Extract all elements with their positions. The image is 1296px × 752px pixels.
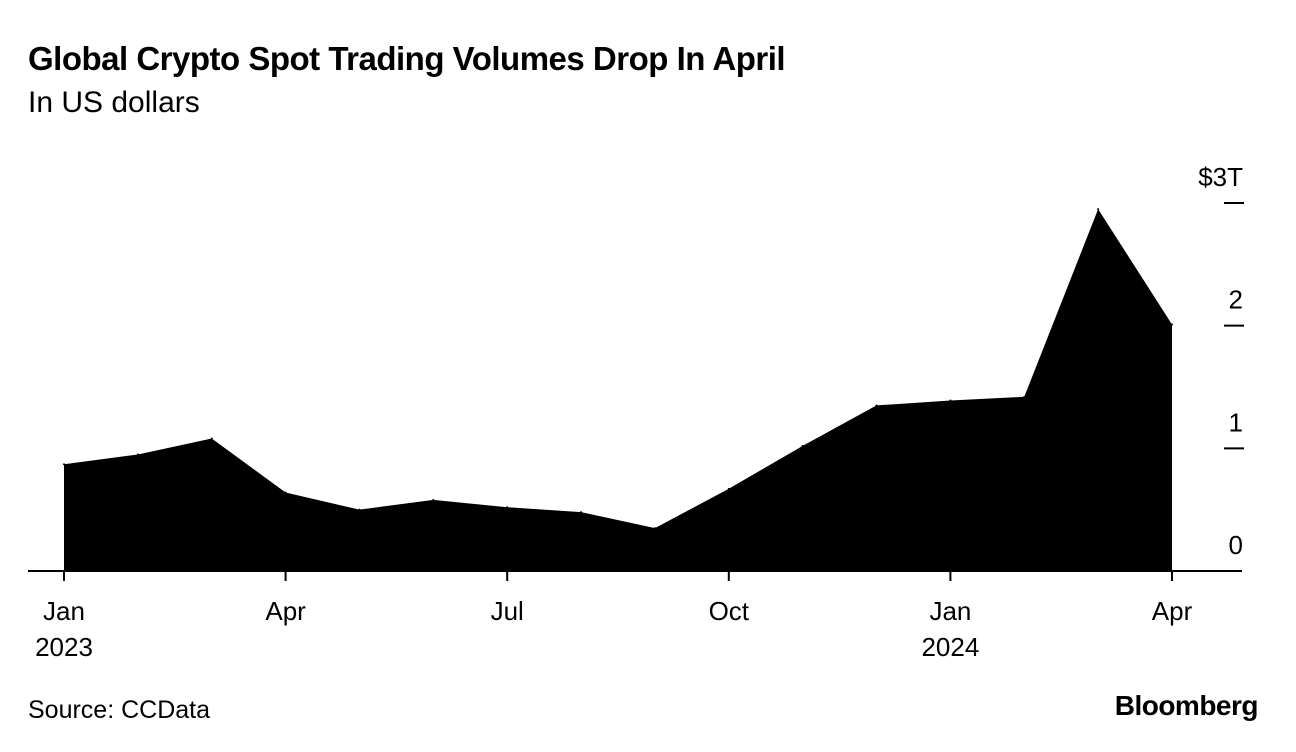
data-point bbox=[358, 508, 361, 511]
data-point bbox=[949, 399, 952, 402]
source-note: Source: CCData bbox=[28, 696, 211, 724]
y-tick-label: 0 bbox=[1229, 530, 1243, 560]
x-tick-year-label: 2023 bbox=[35, 632, 93, 662]
x-tick-label: Apr bbox=[265, 596, 306, 626]
data-point bbox=[63, 463, 65, 466]
x-tick-label: Jan bbox=[929, 596, 971, 626]
data-point bbox=[136, 453, 139, 456]
data-point bbox=[727, 487, 730, 490]
data-point bbox=[1097, 208, 1100, 211]
data-point bbox=[432, 498, 435, 501]
chart-subtitle: In US dollars bbox=[28, 86, 200, 119]
chart-title: Global Crypto Spot Trading Volumes Drop … bbox=[28, 40, 786, 77]
data-point bbox=[580, 511, 583, 514]
data-point bbox=[506, 506, 509, 509]
x-tick-label: Apr bbox=[1152, 596, 1193, 626]
data-point bbox=[801, 444, 804, 447]
x-tick-year-label: 2024 bbox=[921, 632, 979, 662]
y-tick-label: $3T bbox=[1198, 162, 1243, 192]
data-point bbox=[875, 404, 878, 407]
data-point bbox=[210, 437, 213, 440]
x-tick-label: Jan bbox=[43, 596, 85, 626]
y-tick-label: 2 bbox=[1229, 285, 1243, 315]
x-tick-label: Jul bbox=[491, 596, 524, 626]
area-series bbox=[64, 209, 1172, 571]
x-tick-label: Oct bbox=[709, 596, 750, 626]
data-point bbox=[284, 491, 287, 494]
data-point bbox=[1023, 395, 1026, 398]
data-point bbox=[1171, 323, 1173, 326]
y-tick-label: 1 bbox=[1229, 407, 1243, 437]
data-point bbox=[653, 527, 656, 530]
bloomberg-logo: Bloomberg bbox=[1114, 690, 1259, 721]
